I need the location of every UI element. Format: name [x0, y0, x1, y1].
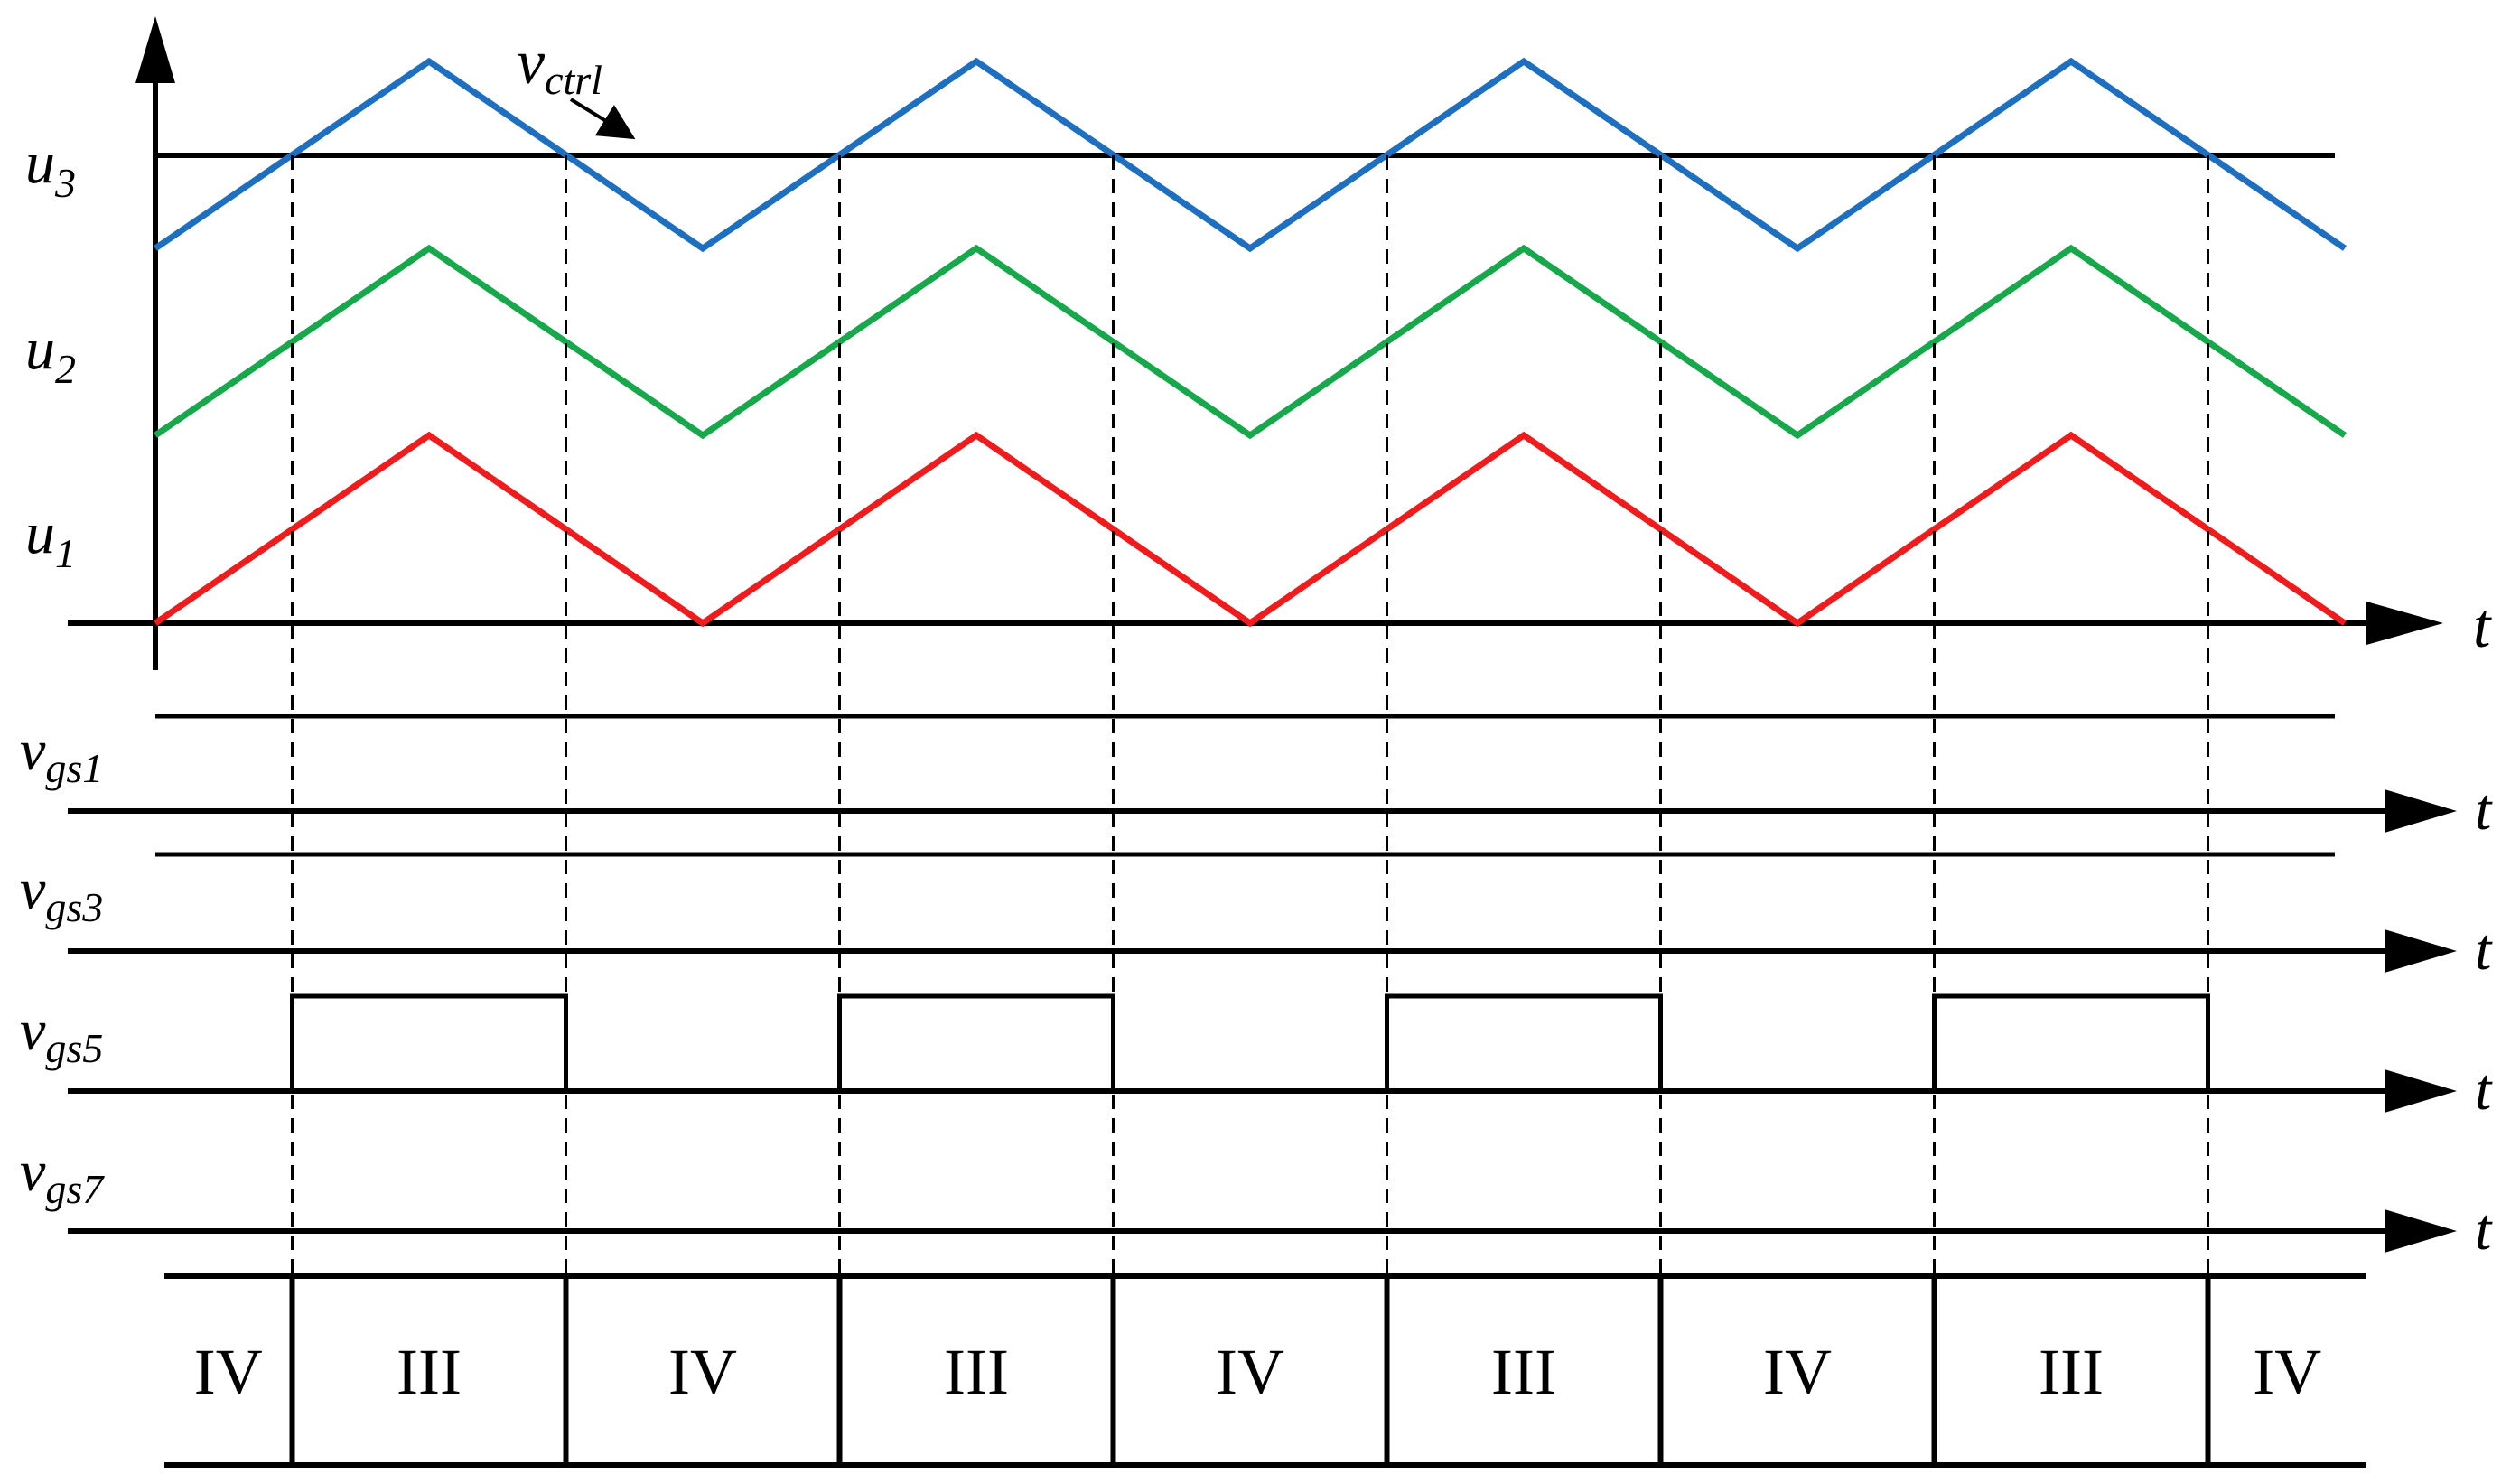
label-t-vgs3: t: [2475, 917, 2493, 983]
vgs7-arrowhead: [2385, 1209, 2457, 1253]
carrier-u2-waveform: [154, 244, 2347, 440]
carrier-axes: [68, 16, 2443, 670]
x-axis-arrowhead: [2366, 602, 2443, 645]
label-t-vgs1: t: [2475, 777, 2493, 843]
vgs3-arrowhead: [2385, 929, 2457, 973]
label-t-carrier: t: [2473, 592, 2492, 661]
mode-label-6: III: [1491, 1336, 1556, 1408]
gate-vgs7: vgs7 t: [20, 1139, 2493, 1263]
vctrl-pointer-arrow: [569, 98, 636, 140]
gate-vgs5: vgs5 t: [20, 993, 2493, 1123]
label-u2: u2: [25, 316, 76, 392]
label-vgs1: vgs1: [20, 718, 103, 791]
label-vgs7: vgs7: [20, 1139, 105, 1212]
vgs1-arrowhead: [2385, 789, 2457, 833]
mode-label-4: III: [944, 1336, 1009, 1408]
mode-label-3: IV: [668, 1336, 737, 1408]
mode-label-8: III: [2039, 1336, 2104, 1408]
label-t-vgs7: t: [2475, 1197, 2493, 1263]
label-vgs5: vgs5: [20, 998, 103, 1071]
mode-label-2: III: [397, 1336, 462, 1408]
gate-vgs1: vgs1 t: [20, 714, 2493, 843]
mode-label-9: IV: [2253, 1336, 2321, 1408]
mode-label-7: IV: [1763, 1336, 1832, 1408]
mode-table-dividers: [289, 1276, 2211, 1465]
mode-label-5: IV: [1216, 1336, 1284, 1408]
label-u1: u1: [25, 500, 76, 576]
label-vctrl: vctrl: [517, 28, 602, 103]
label-vgs3: vgs3: [20, 857, 103, 930]
label-t-vgs5: t: [2475, 1057, 2493, 1123]
mode-label-1: IV: [194, 1336, 263, 1408]
mode-table-labels: IV III IV III IV III IV III IV: [194, 1336, 2321, 1408]
vgs5-pulse-train: [290, 993, 2210, 1091]
y-axis-arrowhead: [135, 16, 175, 83]
carrier-u1-waveform: [154, 431, 2347, 628]
mode-table: IV III IV III IV III IV III IV: [164, 1273, 2366, 1468]
gate-vgs3: vgs3 t: [20, 852, 2493, 983]
vgs5-arrowhead: [2385, 1069, 2457, 1113]
carrier-u3-waveform: [154, 57, 2347, 253]
label-u3: u3: [25, 130, 76, 206]
